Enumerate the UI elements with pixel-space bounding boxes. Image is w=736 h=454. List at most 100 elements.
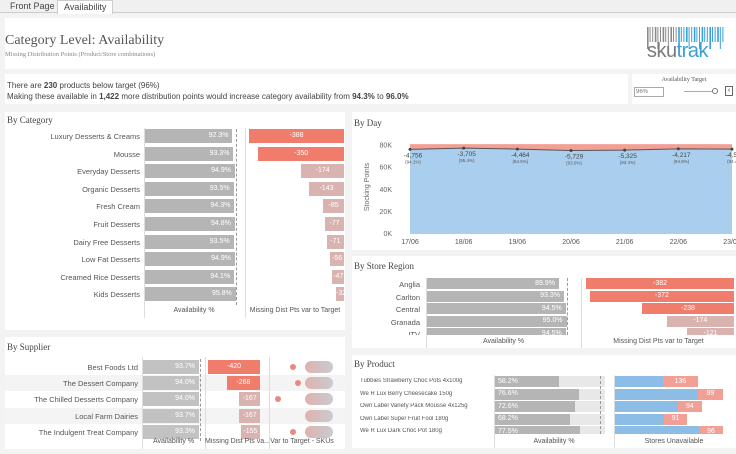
stores-available-bar[interactable] — [615, 376, 663, 387]
missing-bar[interactable] — [258, 146, 344, 161]
stores-unavailable-bar[interactable] — [698, 426, 724, 434]
missing-bar[interactable] — [226, 376, 260, 391]
availability-bar[interactable] — [143, 360, 199, 374]
missing-bar[interactable] — [586, 278, 734, 289]
availability-bar[interactable] — [145, 269, 235, 284]
missing-value: -143 — [319, 184, 334, 192]
missing-bar[interactable] — [666, 315, 734, 327]
stores-available-bar[interactable] — [615, 388, 698, 400]
availability-bar[interactable] — [426, 328, 566, 335]
region-label: Anglia — [399, 280, 420, 289]
product-title: By Product — [354, 359, 395, 369]
missing-value: -56 — [332, 255, 343, 263]
availability-bar[interactable] — [495, 376, 560, 387]
missing-bar[interactable] — [326, 234, 344, 249]
availability-bar[interactable] — [145, 234, 234, 249]
missing-area — [410, 144, 732, 151]
missing-value: -71 — [330, 237, 341, 245]
category-title: By Category — [7, 115, 53, 125]
availability-bar[interactable] — [426, 278, 559, 289]
data-sublabel: (94.4%) — [727, 159, 736, 164]
missing-bar[interactable] — [336, 287, 344, 302]
availability-value: 95.0% — [542, 317, 563, 325]
missing-value: -167 — [242, 395, 257, 403]
missing-bar[interactable] — [323, 199, 344, 214]
category-label: Dairy Free Desserts — [73, 237, 140, 247]
y-tick-label: 80K — [380, 143, 393, 150]
availability-value: 77.5% — [498, 427, 518, 434]
data-label: -5,325 — [618, 153, 637, 160]
stores-unavailable-value: 94 — [685, 402, 694, 410]
tab-front-page[interactable]: Front Page — [4, 0, 62, 13]
data-point — [408, 147, 412, 151]
availability-bar[interactable] — [145, 287, 236, 302]
availability-bar[interactable] — [145, 181, 234, 196]
missing-bar[interactable] — [589, 290, 734, 302]
availability-bar[interactable] — [145, 164, 235, 179]
stores-unavailable-value: 99 — [706, 390, 715, 398]
stores-unavailable-bar[interactable] — [697, 388, 724, 400]
stores-available-bar[interactable] — [615, 426, 699, 434]
stores-unavailable-bar[interactable] — [662, 376, 698, 387]
stores-available-bar[interactable] — [615, 401, 678, 413]
availability-bar[interactable] — [495, 401, 575, 413]
tab-availability[interactable]: Availability — [57, 0, 114, 14]
missing-bar[interactable] — [249, 129, 344, 143]
missing-bar[interactable] — [240, 424, 260, 439]
availability-bar[interactable] — [145, 199, 235, 214]
product-label: Own Label Variety Pack Mousse 4x125g — [360, 403, 468, 410]
availability-bar[interactable] — [145, 129, 233, 143]
missing-bar[interactable] — [208, 360, 260, 374]
availability-bar[interactable] — [145, 252, 235, 267]
data-label: -3,705 — [457, 151, 476, 158]
missing-bar[interactable] — [301, 164, 344, 179]
missing-bar[interactable] — [239, 408, 260, 423]
target-slider-handle[interactable] — [712, 88, 718, 94]
availability-bar[interactable] — [143, 392, 199, 407]
availability-value: 93.5% — [209, 184, 230, 192]
missing-bar[interactable] — [330, 252, 344, 267]
availability-bar[interactable] — [426, 303, 566, 315]
availability-bar[interactable] — [145, 146, 234, 161]
missing-bar[interactable] — [332, 269, 344, 284]
y-tick-label: 40K — [380, 187, 393, 194]
availability-bar[interactable] — [426, 290, 564, 302]
summary-line-2: Making these available in 1,422 more dis… — [7, 92, 409, 101]
sku-dot-cluster — [305, 393, 333, 406]
sku-dot — [290, 364, 296, 370]
supplier-axis-skus: Var to Target - SKUs — [270, 438, 334, 445]
by-day-panel: By Day 0K 20K 40K 60K 80K Stocking Points 17/0… — [352, 112, 736, 250]
availability-value: 95.8% — [211, 290, 232, 298]
x-tick-label: 18/06 — [455, 239, 473, 246]
availability-value: 93.3% — [540, 292, 560, 300]
missing-value: -174 — [693, 317, 708, 325]
chevron-left-icon[interactable]: ‹ — [725, 86, 733, 96]
data-sublabel: (94.5%) — [512, 159, 528, 164]
availability-bar[interactable] — [145, 217, 235, 231]
data-point — [569, 149, 573, 153]
availability-bar[interactable] — [426, 315, 567, 327]
data-sublabel: (95.4%) — [459, 158, 475, 163]
missing-bar[interactable] — [325, 217, 344, 231]
category-label: Organic Desserts — [82, 184, 140, 194]
availability-bar[interactable] — [143, 376, 199, 391]
supplier-label: Best Foods Ltd — [87, 363, 138, 372]
sku-dot-cluster — [305, 377, 333, 390]
missing-bar[interactable] — [239, 392, 260, 407]
availability-bar[interactable] — [495, 413, 571, 425]
stores-available-bar[interactable] — [615, 413, 664, 425]
availability-bar[interactable] — [143, 424, 199, 439]
target-input[interactable] — [634, 87, 664, 97]
x-tick-label: 19/06 — [509, 239, 527, 246]
availability-bar[interactable] — [495, 388, 580, 400]
product-label: We R Lux Dark Choc Pot 180g — [360, 428, 442, 434]
stores-unavailable-bar[interactable] — [663, 413, 688, 425]
availability-bar[interactable] — [143, 408, 199, 423]
missing-bar[interactable] — [641, 303, 734, 315]
target-panel: Availability Target ‹ — [632, 74, 736, 104]
missing-bar[interactable] — [308, 181, 344, 196]
stores-unavailable-bar[interactable] — [677, 401, 702, 413]
target-slider-track[interactable] — [684, 91, 714, 92]
availability-bar[interactable] — [495, 426, 581, 434]
missing-bar[interactable] — [687, 328, 734, 335]
